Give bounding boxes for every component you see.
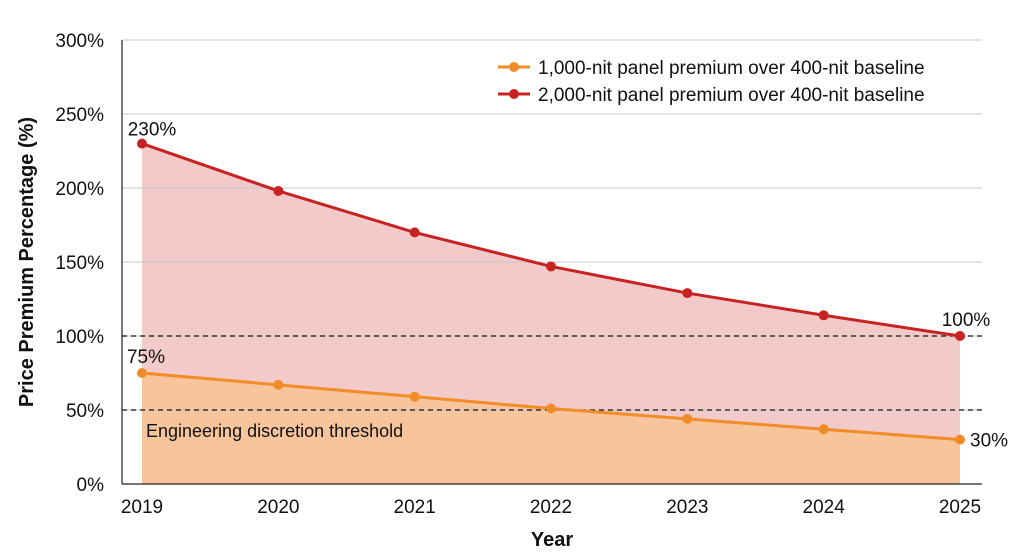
data-point [818,310,829,321]
x-tick-label: 2020 [257,497,299,518]
y-tick-label: 150% [55,253,104,274]
reference-lines: Engineering discretion threshold [122,335,982,441]
data-point [273,185,284,196]
data-point [818,424,829,435]
legend-marker [509,62,519,72]
data-point [546,403,556,414]
x-axis-title: Year [531,529,573,551]
y-tick-label: 250% [55,105,104,126]
legend-label: 1,000-nit panel premium over 400-nit bas… [538,58,925,79]
y-axis-title: Price Premium Percentage (%) [16,117,38,407]
data-point [409,227,420,238]
x-tick-label: 2024 [803,497,846,518]
x-tick-label: 2019 [121,497,163,518]
series-areas [142,143,960,484]
series-points [137,138,965,445]
data-point [546,261,556,272]
data-label: 100% [942,310,991,331]
x-tick-label: 2021 [394,497,436,518]
y-tick-label: 50% [66,401,104,422]
data-labels: 230% 100% 75% 30% [127,120,1008,452]
legend-label: 2,000-nit panel premium over 400-nit bas… [538,85,925,106]
series-area-1 [142,373,960,484]
legend-marker [509,89,519,99]
data-point [137,368,147,378]
data-point [409,391,420,402]
data-point [273,379,284,390]
legend: 1,000-nit panel premium over 400-nit bas… [498,58,925,106]
data-label: 30% [970,431,1008,452]
x-tick-label: 2023 [666,497,708,518]
x-tick-label: 2025 [939,497,981,518]
data-point [955,434,965,445]
y-tick-label: 300% [55,31,104,52]
data-point [955,331,965,341]
data-label: 75% [127,347,165,368]
axes [121,40,982,485]
y-tick-label: 200% [55,179,104,200]
data-point [682,413,693,424]
data-label: 230% [128,120,177,141]
y-tick-label: 100% [55,327,104,348]
tick-labels: 0% 50% 100% 150% 200% 250% 300% 2019 2020 2021 202… [55,31,981,518]
y-tick-label: 0% [77,475,105,496]
data-point [137,138,147,149]
x-tick-label: 2022 [530,497,572,518]
threshold-label: Engineering discretion threshold [146,421,403,441]
data-point [682,288,693,299]
